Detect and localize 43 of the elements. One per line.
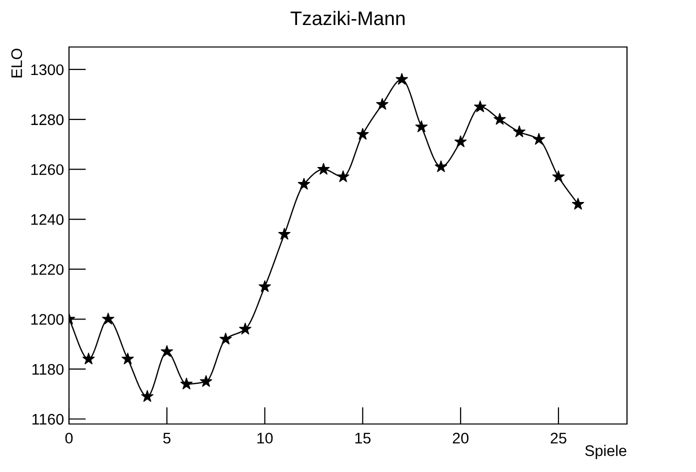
point <box>434 160 448 172</box>
point <box>532 132 546 145</box>
point <box>356 128 369 140</box>
point <box>200 374 212 387</box>
y-tick-label: 1200 <box>31 314 64 325</box>
point <box>415 120 428 132</box>
point <box>552 170 565 182</box>
point <box>180 377 193 390</box>
x-tick-label: 25 <box>550 432 566 444</box>
point <box>513 125 526 138</box>
x-tick-label: 0 <box>65 432 73 444</box>
point <box>572 198 584 210</box>
point <box>454 135 467 148</box>
chart-title: Tzaziki-Mann <box>290 10 405 26</box>
point <box>493 112 506 125</box>
point <box>474 100 486 112</box>
point <box>336 170 350 182</box>
point <box>258 280 272 292</box>
x-tick-label: 20 <box>452 432 468 444</box>
x-tick-label: 5 <box>163 432 171 444</box>
y-tick-label: 1300 <box>31 64 64 76</box>
point <box>317 162 330 175</box>
y-axis-title: ELO <box>11 48 22 78</box>
point <box>82 352 95 364</box>
point <box>102 312 114 325</box>
point <box>298 178 310 190</box>
y-tick-label: 1260 <box>31 164 64 176</box>
point <box>219 332 232 345</box>
x-tick-label: 15 <box>355 432 371 444</box>
y-tick-label: 1280 <box>31 114 64 126</box>
point <box>376 98 389 110</box>
y-tick-label: 1220 <box>31 264 64 275</box>
y-tick-label: 1160 <box>32 414 64 425</box>
y-tick-label: 1240 <box>31 214 64 225</box>
point <box>141 390 154 402</box>
y-tick-label: 1180 <box>32 364 64 375</box>
point <box>238 322 252 335</box>
x-tick-label: 10 <box>257 432 273 444</box>
x-axis-title: Spiele <box>585 444 626 460</box>
point <box>396 72 408 85</box>
point <box>278 228 291 240</box>
point <box>121 352 134 364</box>
point <box>160 344 174 357</box>
